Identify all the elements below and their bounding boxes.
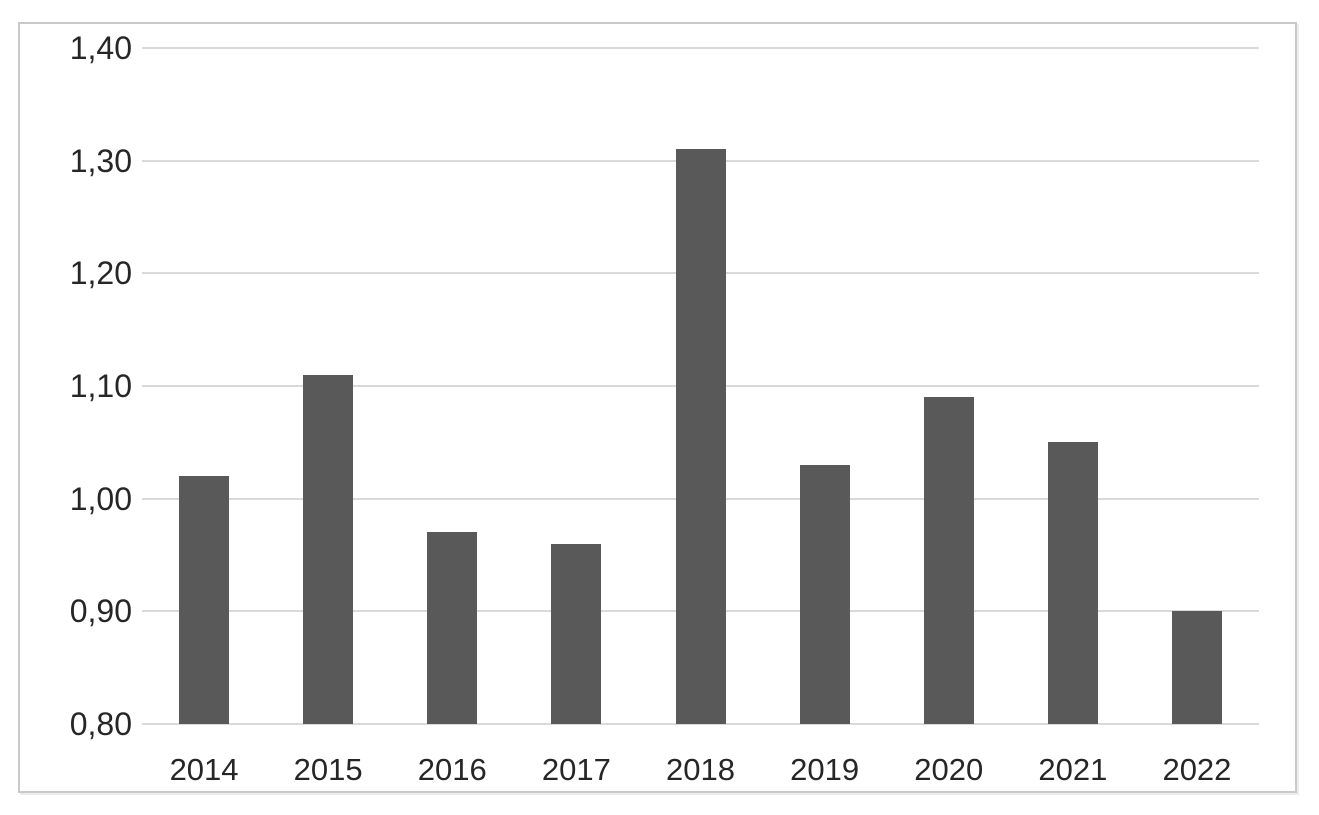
- y-axis-tick-label: 1,10: [69, 368, 132, 404]
- bar-2019: [799, 464, 850, 724]
- plot-area: [142, 47, 1259, 725]
- gridline-y-1,40: [142, 47, 1259, 49]
- bar-2020: [923, 397, 974, 724]
- bar-2015: [303, 374, 354, 724]
- bar-2017: [551, 543, 602, 724]
- y-axis-tick-label: 1,00: [69, 480, 132, 517]
- bar-2018: [675, 149, 726, 724]
- x-axis-tick-label: 2018: [666, 752, 735, 787]
- x-axis-tick-label: 2015: [293, 752, 363, 787]
- x-axis-tick-label: 2021: [1038, 752, 1108, 787]
- gridline-y-0,80: [142, 723, 1259, 725]
- y-axis-tick-label: 1,20: [69, 255, 132, 292]
- y-axis-tick-label: 0,80: [69, 706, 132, 742]
- x-axis-tick-label: 2017: [541, 752, 611, 787]
- x-axis-tick-label: 2022: [1162, 752, 1232, 787]
- bar-2014: [179, 476, 230, 724]
- y-axis-tick-label: 0,90: [69, 593, 132, 630]
- x-axis-tick-label: 2019: [790, 752, 860, 787]
- x-axis-tick-label: 2020: [914, 752, 984, 787]
- bar-2016: [427, 532, 478, 724]
- bar-2022: [1171, 611, 1222, 724]
- y-axis-tick-label: 1,40: [69, 30, 132, 66]
- bar-2021: [1047, 442, 1098, 724]
- y-axis-tick-label: 1,30: [69, 142, 132, 179]
- chart-frame: 1,40 1,30 1,20 1,10 1,00 0,90 0,80 2014 2015 2016…: [18, 22, 1297, 793]
- x-axis-tick-label: 2016: [417, 752, 487, 787]
- x-axis-tick-label: 2014: [169, 752, 239, 787]
